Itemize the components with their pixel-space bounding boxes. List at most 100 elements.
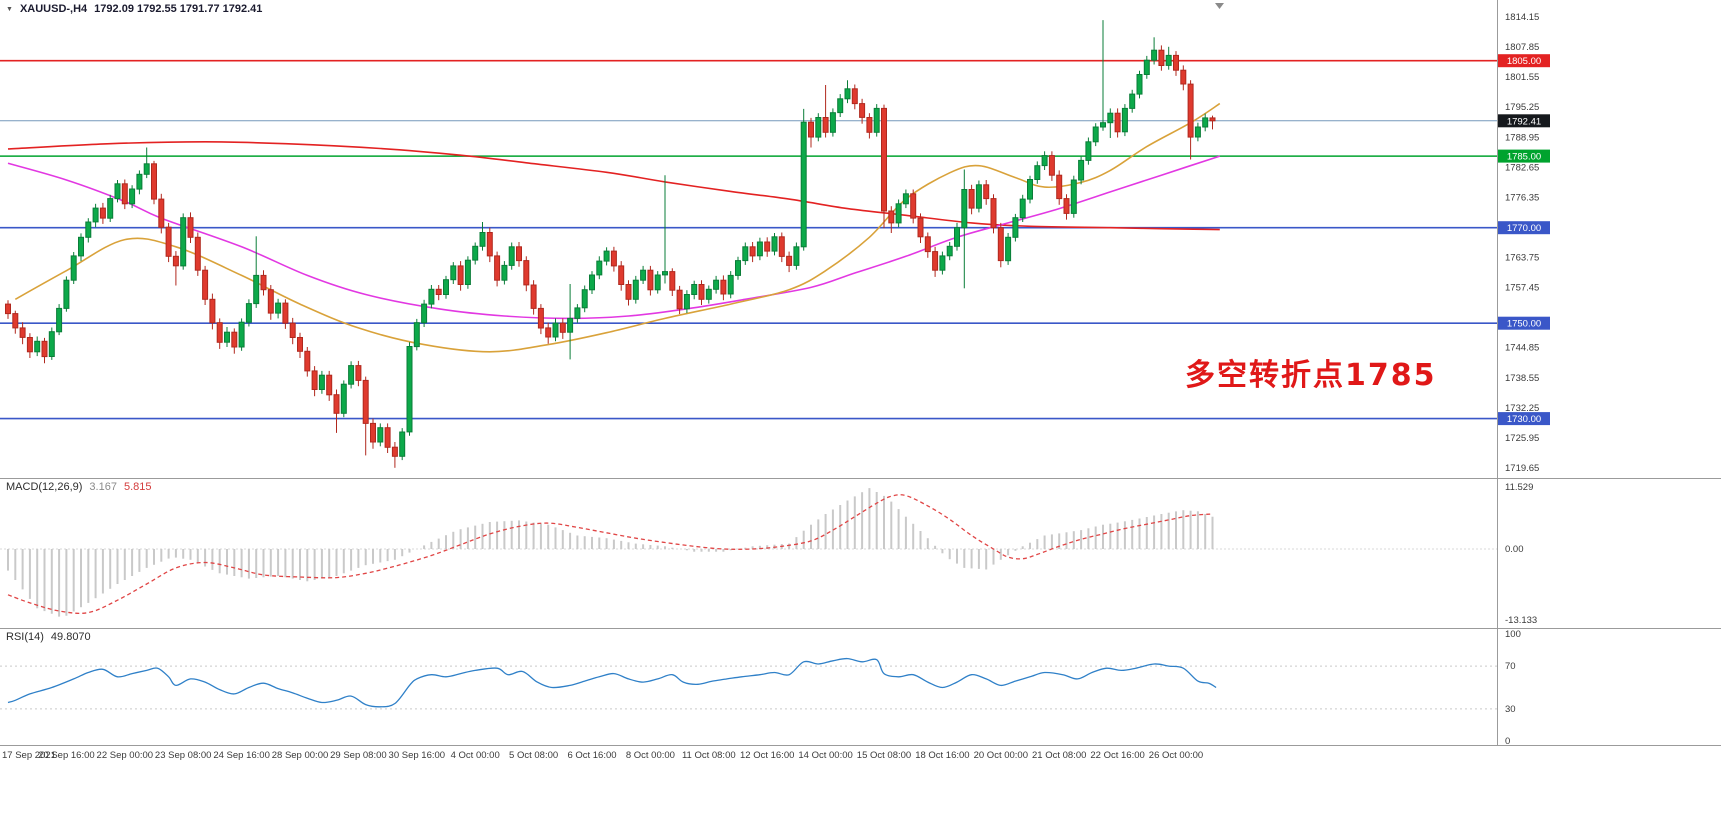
candle (304, 347, 311, 377)
candle (413, 318, 420, 351)
svg-text:1792.41: 1792.41 (1507, 116, 1541, 127)
rsi-line (7, 657, 1217, 708)
candle (1136, 70, 1143, 99)
svg-text:1785.00: 1785.00 (1507, 152, 1541, 163)
time-axis-label: 21 Oct 08:00 (1032, 750, 1086, 761)
candle (267, 285, 274, 320)
candle (1048, 151, 1055, 181)
time-axis-label: 24 Sep 16:00 (213, 750, 270, 761)
candle (5, 300, 11, 319)
candle (654, 271, 661, 294)
candle (1121, 104, 1128, 137)
candle (815, 113, 822, 142)
candle (457, 261, 464, 291)
macd-signal-value: 5.815 (123, 481, 152, 493)
price-axis-label: 1795.25 (1505, 102, 1539, 113)
candle (194, 232, 201, 276)
candle (26, 333, 33, 358)
candle (48, 327, 55, 360)
candle (464, 256, 471, 289)
candle (333, 389, 340, 433)
candle (530, 280, 537, 315)
time-axis-label: 30 Sep 16:00 (389, 750, 446, 761)
macd-main-value: 3.167 (89, 481, 117, 493)
candle (574, 304, 581, 323)
candle (676, 285, 683, 315)
candle (1005, 233, 1012, 265)
candle (362, 376, 369, 456)
candle (691, 280, 698, 300)
candle (245, 299, 252, 327)
candle (1070, 175, 1077, 218)
candle (297, 332, 303, 358)
candle (1027, 175, 1033, 204)
candle (92, 203, 99, 228)
candle (1158, 45, 1165, 71)
price-axis[interactable]: 1814.15 1807.85 1801.55 1795.25 1788.95 1782.… (1505, 12, 1539, 474)
candlestick-series (5, 20, 1216, 468)
candle (917, 213, 924, 243)
candle (954, 222, 960, 251)
candle (1194, 122, 1201, 142)
panel-separators (0, 0, 1721, 746)
candle (778, 232, 785, 263)
candle (384, 423, 391, 453)
candle (946, 242, 953, 261)
candle (1129, 89, 1136, 113)
candle (1063, 194, 1070, 220)
candle (56, 304, 63, 336)
candle (735, 256, 741, 280)
candle (472, 242, 479, 265)
macd-histogram (7, 488, 1214, 617)
time-axis-label: 23 Sep 08:00 (155, 750, 212, 761)
candle (78, 233, 84, 262)
price-axis-label: 1719.65 (1505, 463, 1539, 474)
macd-axis-label: 11.529 (1505, 482, 1533, 493)
candle (968, 184, 975, 215)
candle (486, 227, 493, 263)
candle (844, 80, 851, 104)
candle (866, 113, 873, 139)
time-axis-label: 20 Sep 16:00 (38, 750, 95, 761)
candle (961, 169, 968, 289)
candle (990, 194, 997, 234)
candle (151, 160, 157, 205)
candle (537, 304, 544, 335)
candle (12, 310, 19, 334)
candle (640, 265, 647, 284)
time-axis-label: 26 Oct 00:00 (1149, 750, 1203, 761)
candle (1100, 20, 1106, 131)
candle (662, 175, 668, 284)
candle (559, 318, 566, 339)
candle (698, 280, 705, 305)
price-axis-label: 1788.95 (1505, 132, 1539, 143)
macd-name: MACD(12,26,9) (6, 481, 83, 493)
candle (129, 185, 136, 209)
candle (764, 237, 771, 257)
candle (289, 317, 296, 345)
candle (136, 170, 143, 195)
macd-indicator-label: MACD(12,26,9) 3.167 5.815 (6, 481, 151, 493)
price-tag-1785.00: 1785.00 (1498, 149, 1550, 163)
candle (63, 276, 70, 312)
candle (231, 328, 238, 354)
chart-annotation-text: 多空转折点1785 (1185, 358, 1437, 393)
price-axis-label: 1814.15 (1505, 12, 1539, 23)
candle (501, 261, 508, 285)
candle (983, 180, 990, 205)
time-axis-label: 17 Sep 2021 (2, 750, 56, 761)
candle (873, 104, 880, 137)
candle (713, 275, 720, 294)
rsi-value: 49.8070 (50, 631, 91, 643)
price-axis-label: 1732.25 (1505, 403, 1539, 414)
symbol-timeframe-label: XAUUSD-,H4 (19, 3, 88, 15)
candle (756, 237, 763, 261)
candle (172, 251, 179, 286)
candle (610, 246, 617, 272)
candle (1092, 123, 1099, 147)
price-axis-label: 1725.95 (1505, 433, 1539, 444)
candle (508, 242, 515, 270)
